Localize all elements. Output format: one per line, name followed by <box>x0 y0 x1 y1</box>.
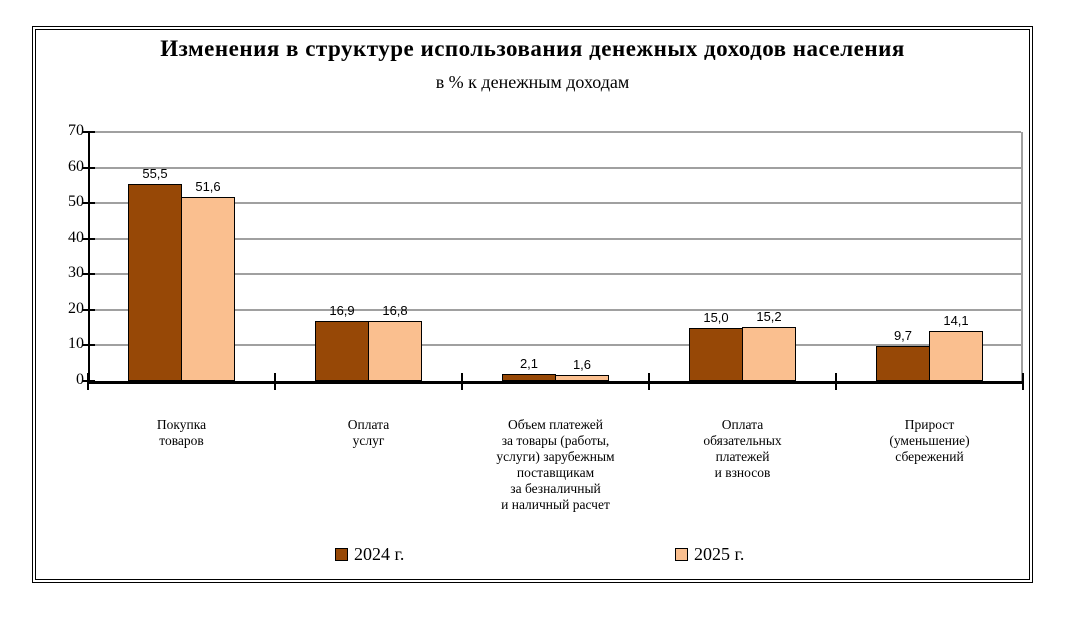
bar-2025г.-cat5 <box>929 330 983 381</box>
y-axis-tick <box>82 344 95 347</box>
bar-2025г.-cat4 <box>742 326 796 381</box>
x-axis-line <box>88 381 1023 384</box>
legend-label: 2025 г. <box>694 544 745 564</box>
bar-value-label: 51,6 <box>195 179 221 195</box>
bar-2024г.-cat1 <box>128 183 182 381</box>
chart-title: Изменения в структуре использования дене… <box>160 36 905 61</box>
gridline <box>90 344 1021 347</box>
y-axis-tick <box>82 308 95 311</box>
category-label: Прирост (уменьшение) сбережений <box>889 417 970 464</box>
category-label: Оплата обязательных платежей и взносов <box>703 417 782 480</box>
x-axis-tick <box>274 373 276 390</box>
y-axis-tick-label: 20 <box>68 299 84 317</box>
x-axis-tick <box>835 373 837 390</box>
y-axis-tick <box>82 166 95 169</box>
legend-label: 2024 г. <box>354 544 405 564</box>
chart-legend: 2024 г. 2025 г. <box>36 544 1029 570</box>
bar-value-label: 2,1 <box>519 355 539 371</box>
bar-2025г.-cat1 <box>181 197 235 381</box>
bar-value-label: 16,8 <box>382 303 408 319</box>
y-axis-tick-label: 60 <box>68 157 84 175</box>
plot-right-border <box>1021 132 1023 381</box>
legend-item: 2025 г. <box>675 544 744 565</box>
bar-value-label: 15,2 <box>756 308 782 324</box>
legend-item: 2024 г. <box>335 544 404 565</box>
bar-2024г.-cat3 <box>502 373 556 381</box>
y-axis-tick-label: 0 <box>76 371 84 388</box>
y-axis-tick <box>82 202 95 205</box>
y-axis-tick-label: 10 <box>68 335 84 353</box>
y-axis-tick-label: 30 <box>68 264 84 282</box>
legend-swatch <box>675 548 688 561</box>
chart-subtitle: в % к денежным доходам <box>435 72 630 92</box>
bar-value-label: 14,1 <box>943 312 969 328</box>
category-label: Покупка товаров <box>156 417 207 448</box>
x-axis-tick <box>87 373 89 390</box>
bar-2024г.-cat2 <box>315 320 369 381</box>
gridline <box>90 273 1021 276</box>
plot-area: 55,5 16,9 2,1 15,0 9,7 51,6 16,8 1,6 15,2 14,1 <box>82 131 1024 390</box>
bar-value-label: 55,5 <box>142 165 168 181</box>
category-label: Оплата услуг <box>347 417 390 448</box>
y-axis-tick-label: 70 <box>68 122 84 139</box>
bar-2025г.-cat2 <box>368 321 422 381</box>
gridline <box>90 202 1021 205</box>
y-axis-labels: 0 10 20 30 40 50 60 70 <box>44 122 84 388</box>
bar-value-label: 9,7 <box>893 328 913 344</box>
bar-2025г.-cat3 <box>555 375 609 381</box>
y-axis-tick-label: 40 <box>68 228 84 246</box>
gridline <box>90 308 1021 311</box>
y-axis-line <box>88 132 90 383</box>
chart-frame: Изменения в структуре использования дене… <box>32 26 1033 583</box>
gridline <box>90 131 1021 133</box>
y-axis-tick <box>82 131 95 133</box>
x-axis-tick <box>648 373 650 390</box>
y-axis-tick <box>82 237 95 240</box>
x-axis-tick <box>461 373 463 390</box>
legend-swatch <box>335 548 348 561</box>
category-label: Объем платежей за товары (работы, услуги… <box>496 417 615 512</box>
gridline <box>90 166 1021 169</box>
y-axis-tick <box>82 273 95 276</box>
category-axis-labels: Покупка товаров Оплата услуг Объем платеже… <box>88 417 1023 537</box>
bar-value-label: 1,6 <box>572 357 592 373</box>
bar-2024г.-cat4 <box>689 327 743 381</box>
bar-2024г.-cat5 <box>876 346 930 381</box>
bar-value-label: 15,0 <box>703 309 729 325</box>
bar-value-label: 16,9 <box>329 302 355 318</box>
x-axis-tick <box>1022 373 1024 390</box>
gridline <box>90 237 1021 240</box>
y-axis-tick-label: 50 <box>68 193 84 211</box>
